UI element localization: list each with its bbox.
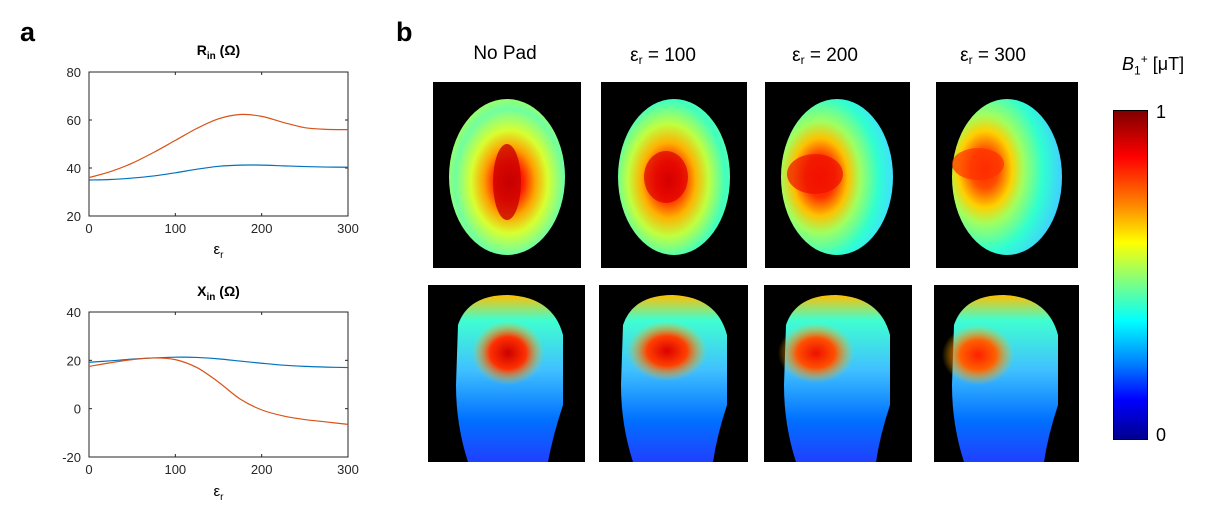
panel-label-b: b (396, 17, 413, 47)
chart0-series-blue (88, 164, 349, 181)
b1-map-axial-er-300 (936, 82, 1078, 268)
chart0-ytick-label-2: 60 (67, 113, 81, 128)
b1-map-axial-er-200 (765, 82, 910, 268)
chart0-series-orange (88, 113, 349, 179)
chart0-xtick-label-0: 0 (85, 221, 92, 236)
chart1-series-orange (88, 357, 349, 425)
b1-map-axial-no-pad (433, 82, 581, 268)
chart0-ytick-label-3: 80 (67, 65, 81, 80)
chart0-ytick-label-1: 40 (67, 161, 81, 176)
chart0-xtick-label-1: 100 (164, 221, 186, 236)
chart1-axes-box (88, 311, 349, 458)
chart1-ytick-label-1: 0 (74, 402, 81, 417)
chart0-ytick-label-0: 20 (67, 209, 81, 224)
b1-map-sagittal-no-pad (428, 285, 585, 462)
colorbar-max-label: 1 (1156, 102, 1167, 122)
chart1-xtick-label-0: 0 (85, 462, 92, 477)
b1-map-sagittal-er-100 (599, 285, 748, 462)
b1-map-axial-er-100 (601, 82, 747, 268)
chart1-ytick-label-0: -20 (62, 450, 81, 465)
colorbar-title: B1+ [μT] (1122, 52, 1185, 78)
colorbar (1113, 110, 1148, 440)
chart0-xtick-label-3: 300 (337, 221, 359, 236)
chart1-xtick-label-1: 100 (164, 462, 186, 477)
chart1-title: Xin (Ω) (197, 283, 240, 303)
chart1-xlabel: εr (213, 483, 224, 503)
chart0-xtick-label-2: 200 (251, 221, 273, 236)
chart1-ytick-label-3: 40 (67, 305, 81, 320)
chart1-xtick-label-3: 300 (337, 462, 359, 477)
column-header-er-100: εr = 100 (630, 45, 696, 67)
b1-map-sagittal-er-200 (764, 285, 912, 462)
chart1-ytick-label-2: 20 (67, 353, 81, 368)
column-header-no-pad: No Pad (473, 43, 537, 64)
panel-label-a: a (20, 17, 36, 47)
colorbar-min-label: 0 (1156, 425, 1167, 445)
chart1-xtick-label-2: 200 (251, 462, 273, 477)
chart0-xlabel: εr (213, 241, 224, 261)
column-header-er-300: εr = 300 (960, 45, 1026, 67)
chart0-title: Rin (Ω) (197, 42, 240, 62)
column-header-er-200: εr = 200 (792, 45, 858, 67)
b1-map-sagittal-er-300 (934, 285, 1079, 462)
chart0-axes-box (88, 71, 349, 217)
